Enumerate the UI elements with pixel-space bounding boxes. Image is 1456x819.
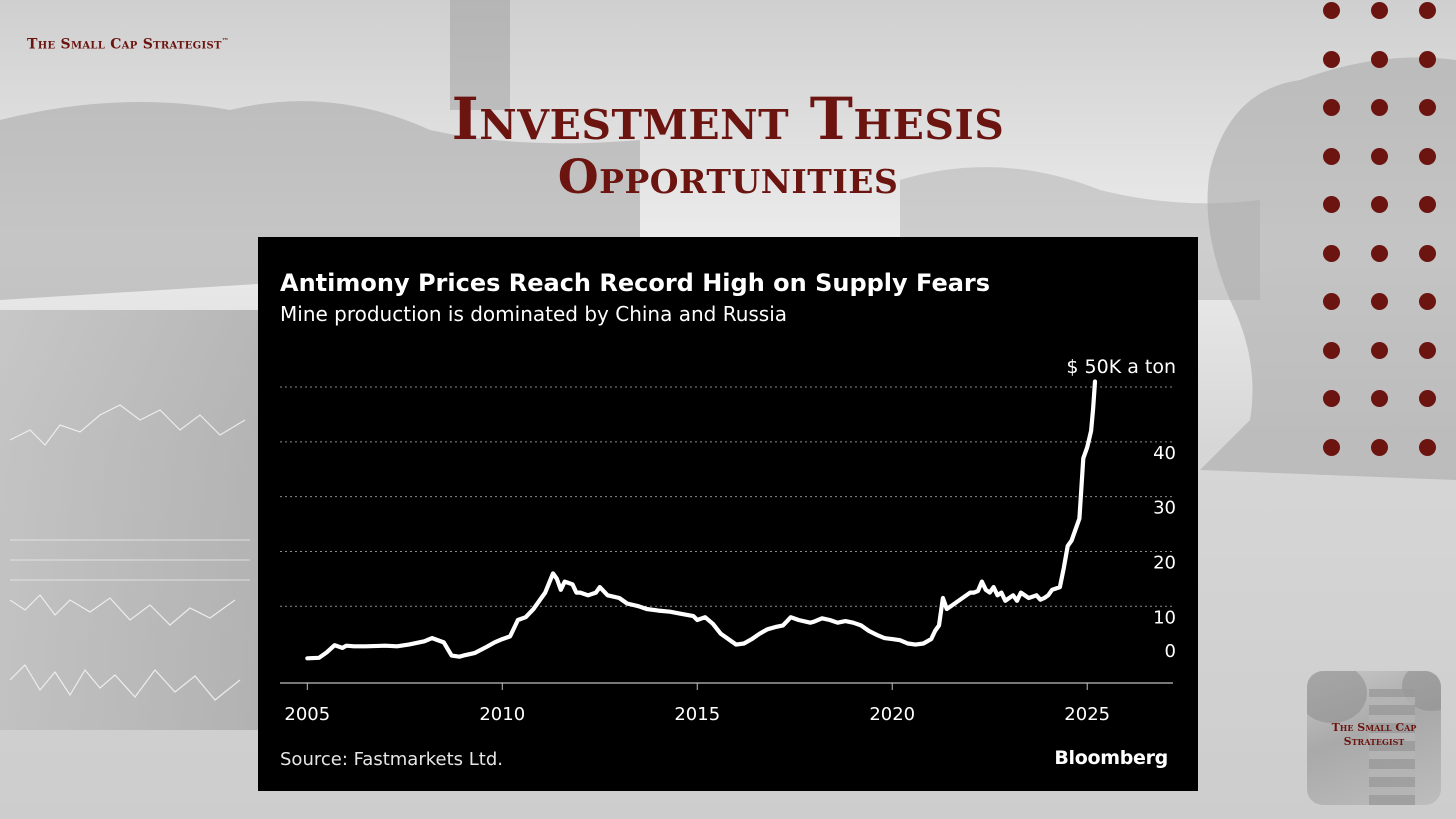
decorative-dot xyxy=(1419,99,1436,116)
chart-source: Source: Fastmarkets Ltd. xyxy=(280,749,503,770)
decorative-dot xyxy=(1371,390,1388,407)
x-tick-label: 2015 xyxy=(674,704,720,725)
y-tick-label: 0 xyxy=(1165,641,1176,662)
decorative-dot xyxy=(1323,438,1340,456)
decorative-dot xyxy=(1419,50,1436,68)
brand-logo-badge: The Small Cap Strategist xyxy=(1307,671,1441,805)
decorative-dot xyxy=(1371,438,1388,456)
x-tick-label: 2005 xyxy=(284,704,330,725)
chart-subtitle: Mine production is dominated by China an… xyxy=(280,302,788,326)
decorative-dot xyxy=(1419,341,1436,359)
decorative-dot xyxy=(1323,50,1340,68)
chart-plot: 0 10 20 30 40 $ 50K a ton 2005 2010 2015 2020 2025 xyxy=(280,356,1176,725)
decorative-dot xyxy=(1323,147,1340,165)
decorative-dot xyxy=(1419,147,1436,165)
price-series-line xyxy=(305,379,1098,661)
logo-text: The Small Cap Strategist xyxy=(1331,721,1417,748)
decorative-dot xyxy=(1419,2,1436,19)
trademark-mark: ™ xyxy=(221,36,230,45)
brand-name: The Small Cap Strategist™ xyxy=(27,36,230,53)
y-tick-label: 20 xyxy=(1153,552,1176,573)
page-title: Investment Thesis xyxy=(451,85,1005,153)
decorative-dot xyxy=(1323,99,1340,116)
chart-title: Antimony Prices Reach Record High on Sup… xyxy=(280,269,991,297)
decorative-dot xyxy=(1371,293,1388,310)
decorative-dot xyxy=(1419,244,1436,262)
y-tick-label: 10 xyxy=(1153,607,1176,628)
decorative-dot xyxy=(1371,99,1388,116)
x-tick-label: 2020 xyxy=(869,704,915,725)
decorative-dot xyxy=(1371,2,1388,19)
decorative-dot xyxy=(1419,390,1436,407)
y-unit-label: $ 50K a ton xyxy=(1066,356,1176,378)
bloomberg-logo: Bloomberg xyxy=(1054,747,1168,769)
decorative-dot xyxy=(1419,293,1436,310)
decorative-dot-grid xyxy=(1323,2,1443,462)
y-tick-label: 30 xyxy=(1153,498,1176,519)
decorative-dot xyxy=(1419,438,1436,456)
decorative-dot xyxy=(1371,244,1388,262)
decorative-dot xyxy=(1323,390,1340,407)
decorative-dot xyxy=(1323,196,1340,213)
chart-panel: 0 10 20 30 40 $ 50K a ton 2005 2010 2015 2020 2025… xyxy=(258,237,1198,791)
decorative-dot xyxy=(1371,50,1388,68)
decorative-dot xyxy=(1323,341,1340,359)
decorative-dot xyxy=(1371,341,1388,359)
x-tick-label: 2010 xyxy=(479,704,525,725)
decorative-dot xyxy=(1323,293,1340,310)
decorative-dot xyxy=(1371,196,1388,213)
page-subtitle: Opportunities xyxy=(557,150,899,205)
decorative-dot xyxy=(1419,196,1436,213)
decorative-dot xyxy=(1371,147,1388,165)
y-tick-label: 40 xyxy=(1153,443,1176,464)
decorative-dot xyxy=(1323,2,1340,19)
x-tick-label: 2025 xyxy=(1064,704,1110,725)
decorative-dot xyxy=(1323,244,1340,262)
